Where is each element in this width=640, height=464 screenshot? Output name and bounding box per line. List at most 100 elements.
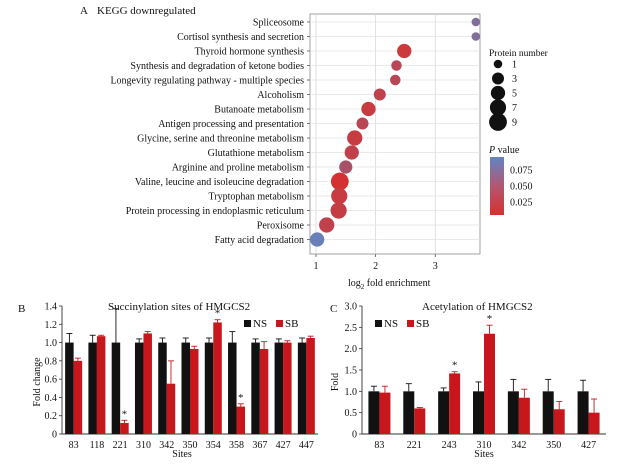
bar-sb [120,423,129,434]
bar-sb [553,409,565,434]
color-legend-label: 0.050 [510,182,533,193]
panel-b-letter: B [18,303,25,315]
x-tick-label: 427 [276,440,291,451]
pathway-label: Glutathione metabolism [208,148,305,159]
enrichment-point [471,17,481,27]
y-tick-label: 1.5 [345,366,358,377]
bar-sb [306,338,315,434]
size-legend-label: 9 [512,118,517,129]
pathway-label: Antigen processing and presentation [158,119,304,130]
panel-b-bars: * * * [65,308,315,434]
color-legend-ticks: 0.075 0.050 0.025 [504,166,533,209]
y-tick-label: 1.0 [45,338,58,349]
significance-mark: * [487,313,493,325]
panel-a-x-tick-labels: 1 2 3 [313,254,438,272]
x-tick-label: 310 [136,440,151,451]
y-tick-label: 3.0 [345,302,358,313]
bar-sb [143,333,152,434]
panel-c-letter: C [330,303,337,315]
size-legend-dot [489,113,507,131]
y-tick-label: 2.5 [345,323,358,334]
bar-sb [213,322,222,434]
size-legend-dot [492,72,504,85]
legend-label-sb: SB [416,318,429,330]
significance-mark: * [238,392,244,404]
size-legend-label: 1 [512,60,517,71]
panel-b-bar-chart: B Succinylation sites of HMGCS2 Fold cha… [18,301,318,460]
legend-label-sb: SB [285,318,298,330]
panel-a-x-tick-label: 1 [313,261,318,272]
size-legend-label: 7 [512,103,517,114]
bar-ns [438,391,450,434]
x-tick-label: 427 [581,440,596,451]
y-tick-label: 1.0 [345,387,358,398]
panel-c-bar-chart: C Acetylation of HMGCS2 Fold 0 0.5 1.0 1.5 2… [330,301,606,460]
panel-b-axes: 0 0.2 0.4 0.6 0.8 1.0 1.2 1.4 83 118 221 310 342 350 3… [45,302,318,451]
bar-sb [484,333,495,434]
panel-a-letter: A [80,5,88,17]
enrichment-point [361,101,376,117]
bar-ns [65,342,74,434]
bar-ns [134,342,144,434]
panel-c-x-axis-label: Sites [474,449,494,460]
size-legend-label: 3 [512,74,517,85]
bar-sb [166,383,176,434]
bar-ns [181,342,190,434]
y-tick-label: 0.4 [45,393,58,404]
pathway-label: Protein processing in endoplasmic reticu… [126,206,305,217]
panel-c-bars: ** [368,313,600,434]
pathway-label: Spliceosome [253,18,305,29]
y-tick-label: 0 [52,430,57,441]
panel-c-y-axis-label: Fold [330,373,341,391]
y-tick-label: 0.2 [45,411,58,422]
y-tick-label: 0.6 [45,375,58,386]
x-tick-label: 83 [69,440,79,451]
color-legend-title: P value [488,145,520,156]
color-legend-label: 0.025 [510,198,533,209]
bar-ns [368,391,380,434]
pathway-label: Cortisol synthesis and secretion [177,32,304,43]
y-tick-label: 1.4 [45,302,58,313]
pathway-label: Butanoate metabolism [214,105,304,116]
bar-sb [283,342,292,434]
bar-ns [228,342,237,434]
pathway-label: Tryptophan metabolism [209,192,305,203]
bar-sb [236,406,246,434]
panel-a-title: KEGG downregulated [97,5,196,17]
panel-a-x-tick-label: 3 [433,261,438,272]
significance-mark: * [452,360,458,372]
pathway-label: Peroxisome [257,221,305,232]
bar-ns [577,391,589,434]
enrichment-point [373,88,386,101]
legend-swatch-ns [375,320,382,327]
panel-c-title: Acetylation of HMGCS2 [422,301,533,313]
enrichment-point [347,130,363,146]
bar-sb [96,336,106,434]
bar-sb [588,412,600,434]
panel-b-x-axis-label: Sites [172,449,192,460]
x-tick-label: 221 [113,440,128,451]
panel-c-axes: 0 0.5 1.0 1.5 2.0 2.5 3.0 83 221 243 310 342 350 427 [345,302,606,451]
x-tick-label: 118 [90,440,105,451]
legend-swatch-ns [244,320,251,327]
size-legend-dot [489,99,507,116]
significance-mark: * [122,408,128,420]
x-tick-label: 310 [477,440,492,451]
bar-sb [379,392,391,434]
y-tick-label: 2.0 [345,344,358,355]
bar-ns [158,342,167,434]
x-tick-label: 350 [546,440,561,451]
pathway-label: Arginine and proline metabolism [172,163,305,174]
legend-label-ns: NS [253,318,267,330]
legend-label-ns: NS [384,318,398,330]
x-tick-label: 358 [229,440,244,451]
enrichment-point [319,217,335,233]
enrichment-point [339,160,353,174]
panel-b-legend: NS SB [244,318,298,330]
x-tick-label: 342 [159,440,174,451]
y-tick-label: 1.2 [45,320,58,331]
legend-swatch-sb [407,320,414,327]
panel-b-y-axis-label: Fold change [32,357,43,407]
size-legend-title: Protein number [489,49,549,59]
